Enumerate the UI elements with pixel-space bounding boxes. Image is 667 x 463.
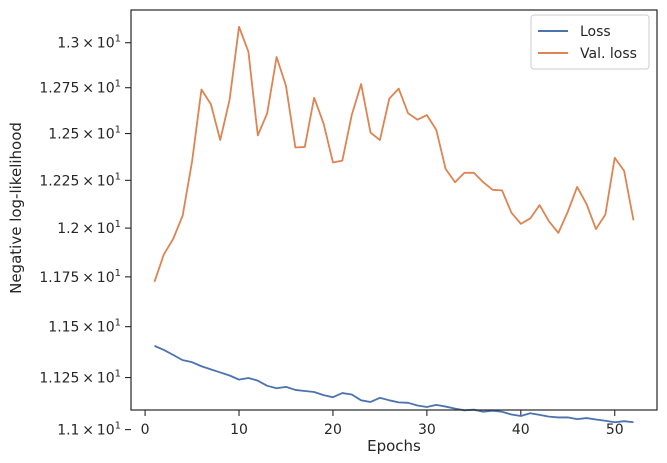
y-tick-base: 10 <box>97 320 115 336</box>
y-tick-label: 1.25 × 101 <box>48 125 121 143</box>
y-tick-exponent: 1 <box>115 171 121 182</box>
y-tick-base: 10 <box>97 221 115 237</box>
series-line-loss <box>154 345 634 424</box>
y-tick-label: 1.125 × 101 <box>39 369 121 387</box>
y-tick-times-sign: × <box>79 221 96 237</box>
y-tick-mantissa: 1.175 <box>39 270 79 286</box>
x-tick-label: 10 <box>230 422 248 438</box>
y-tick-base: 10 <box>97 270 115 286</box>
y-tick-exponent: 1 <box>115 125 121 136</box>
y-tick-label: 1.1 × 101 <box>57 421 121 439</box>
y-tick-times-sign: × <box>79 270 96 286</box>
x-tick-label: 30 <box>418 422 436 438</box>
plot-frame <box>130 9 658 411</box>
y-tick-times-sign: × <box>79 423 96 439</box>
y-tick-label: 1.175 × 101 <box>39 268 121 286</box>
y-tick-base: 10 <box>97 36 115 52</box>
y-tick-mantissa: 1.225 <box>39 173 79 189</box>
x-tick-label: 40 <box>512 422 530 438</box>
y-tick-label: 1.275 × 101 <box>39 79 121 97</box>
y-tick-label: 1.2 × 101 <box>57 219 121 237</box>
y-tick-mantissa: 1.25 <box>48 127 79 143</box>
y-tick-base: 10 <box>97 173 115 189</box>
legend: Loss Val. loss <box>530 14 650 70</box>
y-tick-mantissa: 1.1 <box>57 423 79 439</box>
y-tick-times-sign: × <box>79 320 96 336</box>
x-tick-label: 0 <box>141 422 150 438</box>
x-axis-title: Epochs <box>367 437 421 455</box>
y-tick-exponent: 1 <box>115 318 121 329</box>
y-tick-base: 10 <box>97 371 115 387</box>
y-tick-label: 1.225 × 101 <box>39 171 121 189</box>
y-tick-mantissa: 1.275 <box>39 81 79 97</box>
series-line-val-loss <box>153 25 635 283</box>
y-tick-times-sign: × <box>79 371 96 387</box>
y-tick-exponent: 1 <box>115 79 121 90</box>
y-tick-label: 1.15 × 101 <box>48 318 121 336</box>
y-tick-mantissa: 1.125 <box>39 371 79 387</box>
y-tick-times-sign: × <box>79 127 96 143</box>
legend-box <box>530 14 650 70</box>
y-tick-base: 10 <box>97 423 115 439</box>
y-tick-times-sign: × <box>79 173 96 189</box>
legend-label-loss: Loss <box>580 24 611 40</box>
y-tick-base: 10 <box>97 127 115 143</box>
y-tick-base: 10 <box>97 81 115 97</box>
legend-label-val-loss: Val. loss <box>580 46 637 62</box>
y-tick-exponent: 1 <box>115 268 121 279</box>
y-tick-exponent: 1 <box>115 34 121 45</box>
y-tick-mantissa: 1.15 <box>48 320 79 336</box>
y-tick-times-sign: × <box>79 36 96 52</box>
y-tick-exponent: 1 <box>115 421 121 432</box>
x-tick-label: 20 <box>324 422 342 438</box>
y-tick-mantissa: 1.3 <box>57 36 79 52</box>
lines-layer <box>153 25 635 424</box>
y-tick-exponent: 1 <box>115 369 121 380</box>
y-tick-mantissa: 1.2 <box>57 221 79 237</box>
y-axis-title: Negative log-likelihood <box>7 122 25 294</box>
y-tick-exponent: 1 <box>115 219 121 230</box>
x-tick-label: 50 <box>606 422 624 438</box>
y-tick-label: 1.3 × 101 <box>57 34 121 52</box>
y-tick-times-sign: × <box>79 81 96 97</box>
